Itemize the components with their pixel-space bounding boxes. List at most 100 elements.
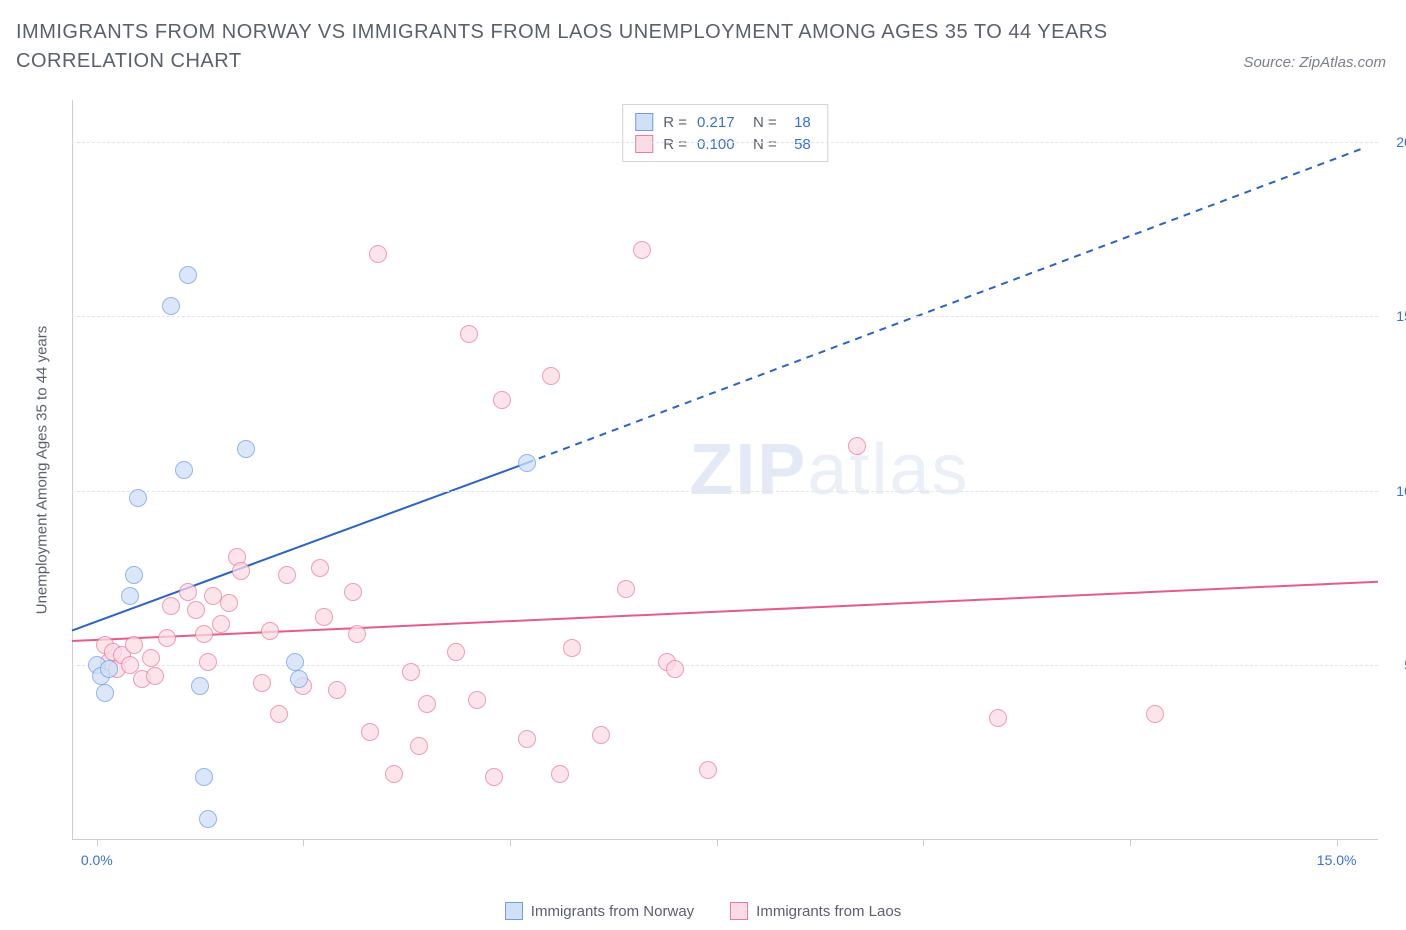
stats-legend-row: R =0.217N =18 [635,111,811,133]
plot-container: Unemployment Among Ages 35 to 44 years Z… [48,100,1386,840]
watermark: ZIPatlas [689,429,969,511]
data-point [348,625,366,643]
n-value: 58 [787,136,811,153]
gridline [72,665,1378,666]
data-point [385,765,403,783]
x-tick-label: 0.0% [81,852,113,868]
data-point [286,653,304,671]
data-point [199,810,217,828]
x-tick [923,840,924,846]
data-point [592,726,610,744]
data-point [191,677,209,695]
data-point [175,461,193,479]
x-tick [510,840,511,846]
data-point [311,559,329,577]
r-label: R = [663,136,687,153]
chart-title: IMMIGRANTS FROM NORWAY VS IMMIGRANTS FRO… [16,18,1116,76]
data-point [125,566,143,584]
data-point [468,691,486,709]
data-point [195,625,213,643]
data-point [290,670,308,688]
gridline [72,316,1378,317]
data-point [199,653,217,671]
gridline [72,142,1378,143]
x-axis [72,839,1378,840]
y-axis [72,100,73,840]
x-tick [1130,840,1131,846]
data-point [179,266,197,284]
data-point [187,601,205,619]
data-point [402,663,420,681]
data-point [410,737,428,755]
n-label: N = [753,136,777,153]
data-point [493,391,511,409]
legend-item: Immigrants from Laos [730,902,901,920]
data-point [344,583,362,601]
data-point [100,660,118,678]
data-point [518,454,536,472]
data-point [237,440,255,458]
r-value: 0.100 [697,136,743,153]
x-tick-label: 15.0% [1317,852,1357,868]
data-point [195,768,213,786]
y-tick-label: 20.0% [1396,134,1406,150]
data-point [563,639,581,657]
legend-item: Immigrants from Norway [505,902,694,920]
legend-swatch [505,902,523,920]
data-point [270,705,288,723]
data-point [261,622,279,640]
x-tick [1337,840,1338,846]
data-point [460,325,478,343]
legend-swatch [635,113,653,131]
x-tick [97,840,98,846]
stats-legend-row: R = 0.100 N = 58 [635,133,811,155]
plot-area: ZIPatlas R =0.217N =18R =0.100N =58 5.0%… [72,100,1378,840]
data-point [989,709,1007,727]
data-point [220,594,238,612]
legend-swatch [635,135,653,153]
data-point [369,245,387,263]
data-point [121,587,139,605]
data-point [699,761,717,779]
y-axis-label: Unemployment Among Ages 35 to 44 years [34,326,51,615]
data-point [146,667,164,685]
data-point [96,684,114,702]
y-tick-label: 15.0% [1396,308,1406,324]
legend-swatch [730,902,748,920]
data-point [158,629,176,647]
data-point [485,768,503,786]
data-point [1146,705,1164,723]
stats-legend: R =0.217N =18 R = 0.100 N = 58 [622,104,828,162]
data-point [418,695,436,713]
data-point [162,297,180,315]
x-tick [717,840,718,846]
data-point [253,674,271,692]
watermark-zip: ZIP [689,430,807,510]
data-point [666,660,684,678]
data-point [315,608,333,626]
data-point [848,437,866,455]
data-point [551,765,569,783]
watermark-atlas: atlas [807,430,969,510]
gridline [72,491,1378,492]
source-label: Source: ZipAtlas.com [1243,54,1386,71]
x-tick [303,840,304,846]
data-point [179,583,197,601]
data-point [278,566,296,584]
series-legend: Immigrants from Norway Immigrants from La… [0,902,1406,920]
data-point [125,636,143,654]
data-point [129,489,147,507]
data-point [518,730,536,748]
y-tick-label: 10.0% [1396,483,1406,499]
legend-label: Immigrants from Norway [531,903,694,920]
data-point [633,241,651,259]
n-value: 18 [787,114,811,131]
data-point [212,615,230,633]
header: IMMIGRANTS FROM NORWAY VS IMMIGRANTS FRO… [16,18,1386,76]
data-point [232,562,250,580]
data-point [361,723,379,741]
data-point [328,681,346,699]
data-point [617,580,635,598]
data-point [447,643,465,661]
legend-label: Immigrants from Laos [756,903,901,920]
